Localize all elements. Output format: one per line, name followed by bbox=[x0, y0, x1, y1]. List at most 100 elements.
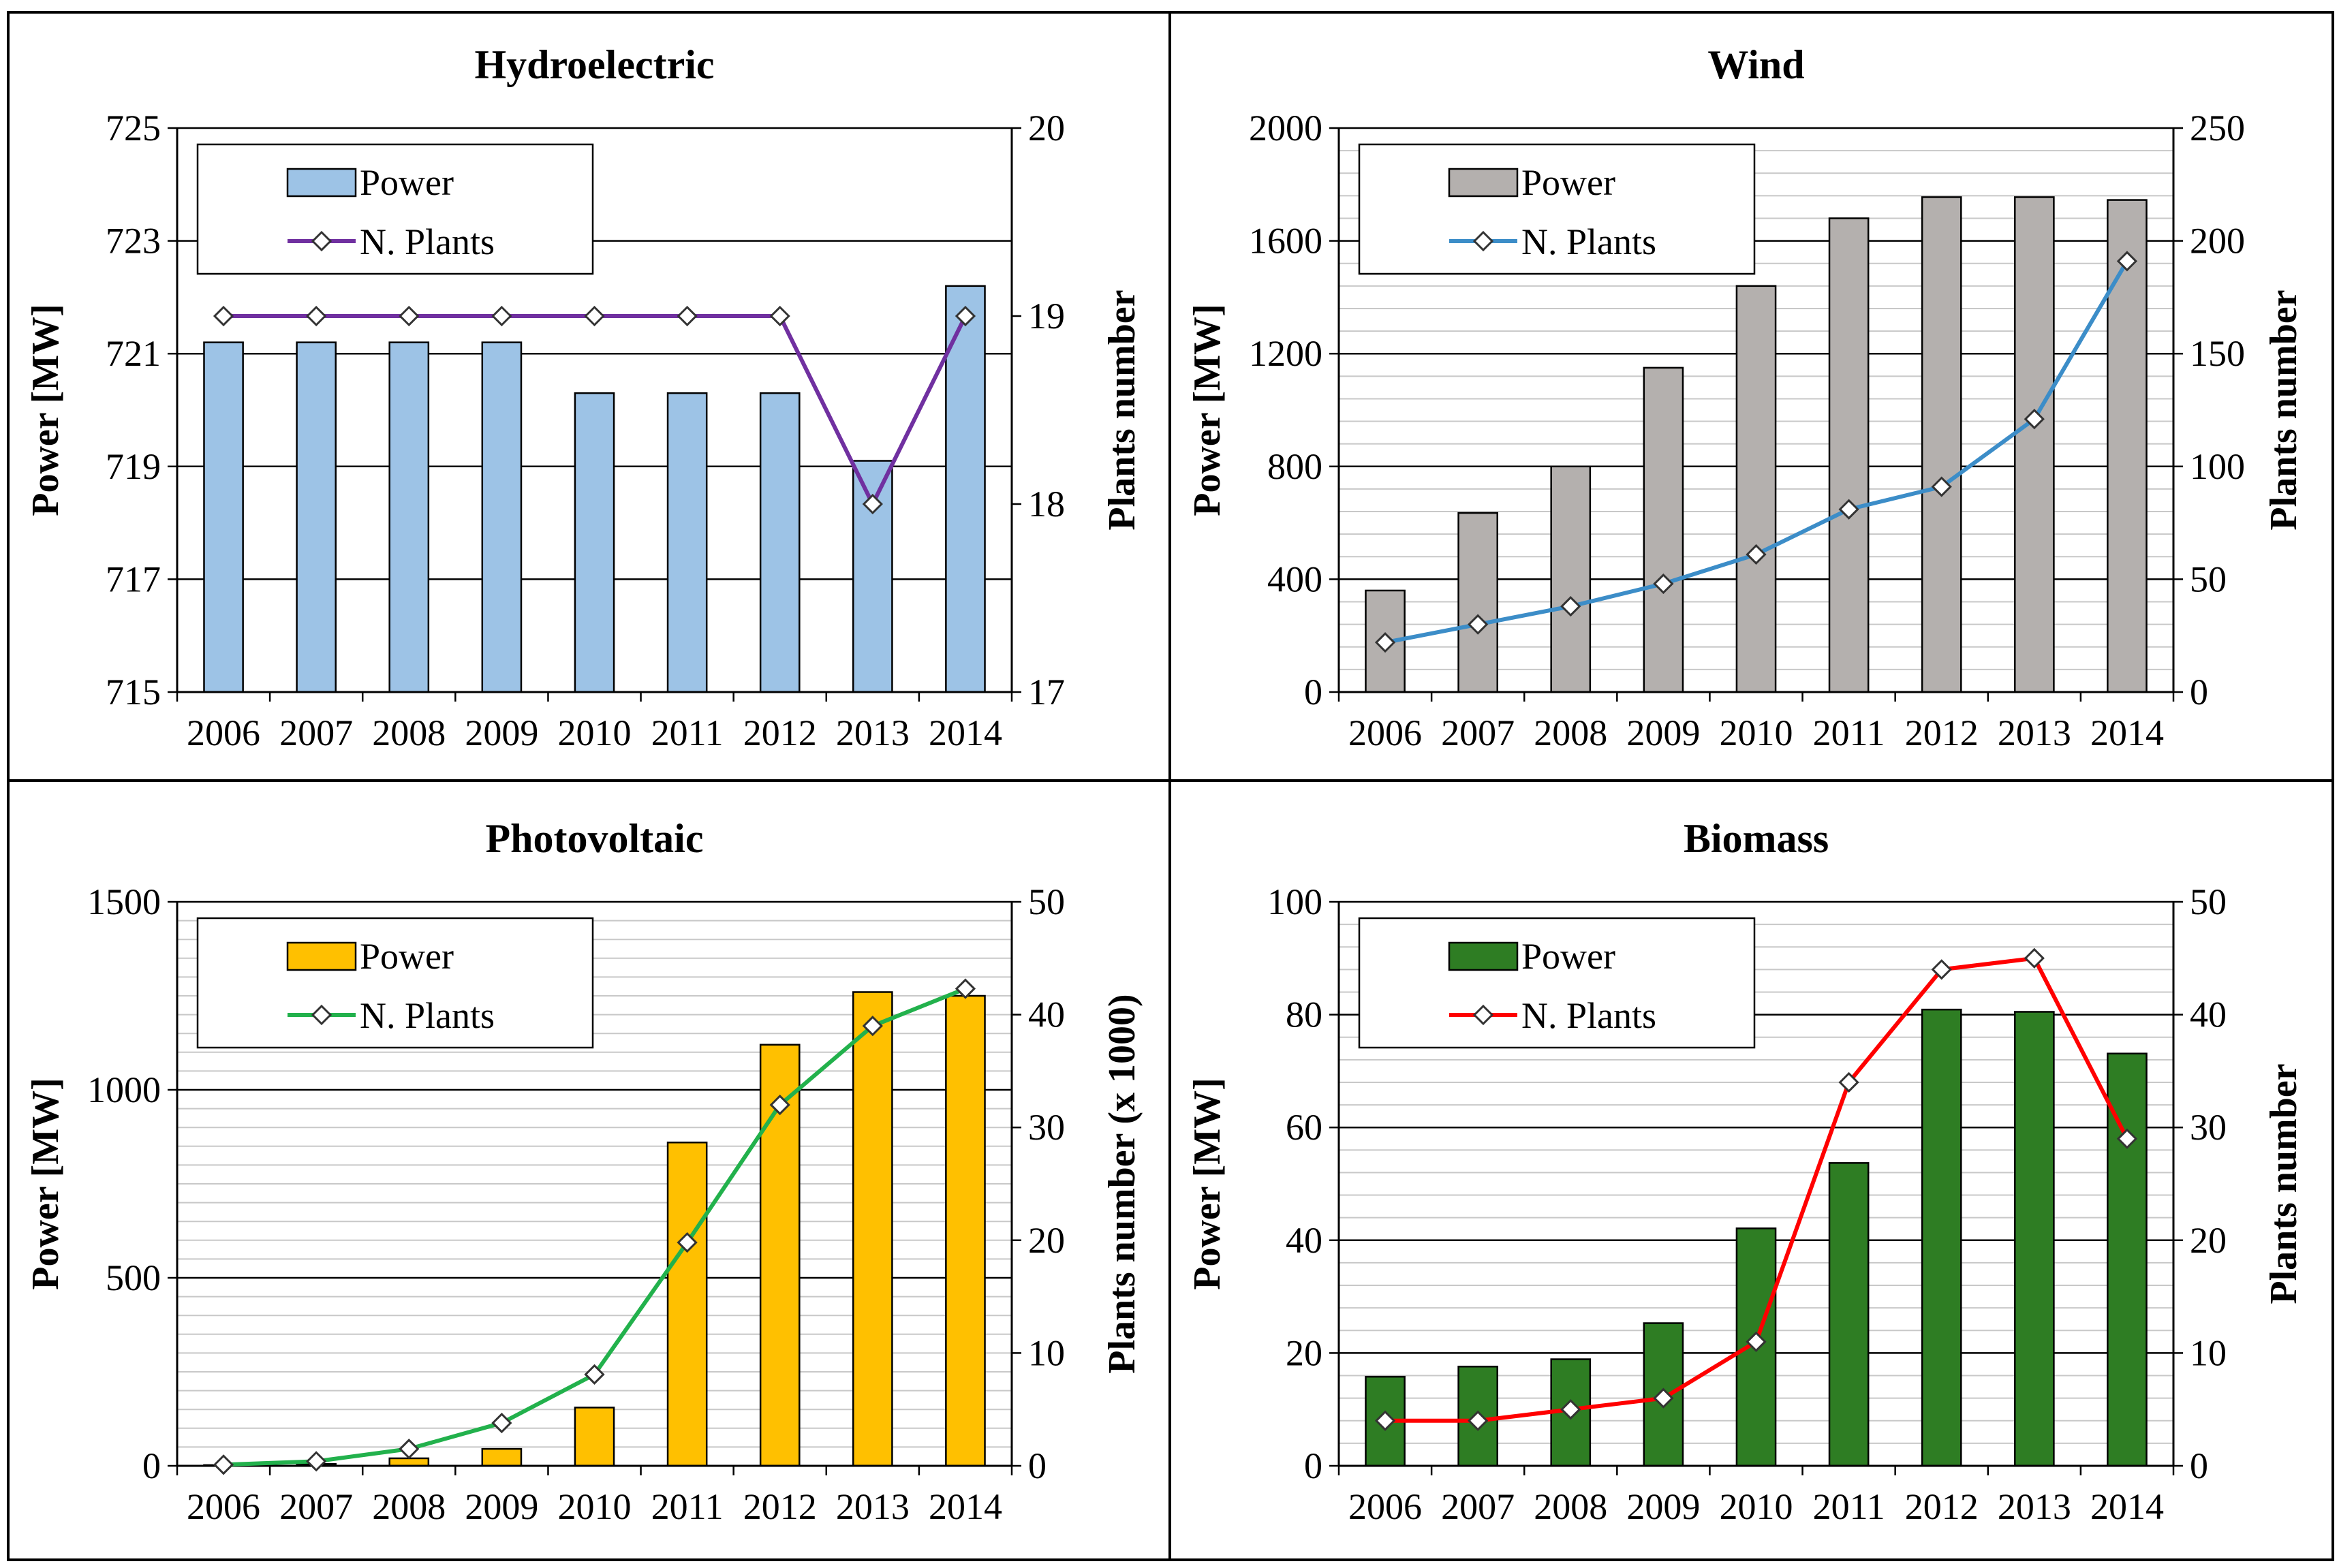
bar-2011 bbox=[666, 1142, 708, 1467]
y2-tick-label: 30 bbox=[1028, 1107, 1065, 1148]
y2-tick-label: 0 bbox=[2190, 672, 2208, 712]
y-tick-label: 719 bbox=[106, 446, 161, 487]
bar-2011 bbox=[1828, 1162, 1870, 1467]
point-2010 bbox=[1746, 544, 1767, 565]
x-tick-label: 2007 bbox=[279, 712, 353, 753]
x-tick-label: 2014 bbox=[2090, 1486, 2164, 1527]
y-tick-label: 40 bbox=[1286, 1220, 1322, 1261]
bar-2011 bbox=[666, 392, 708, 693]
y2-axis-label: Plants number (x 1000) bbox=[1101, 994, 1143, 1373]
y2-tick-label: 10 bbox=[1028, 1332, 1065, 1373]
chart-hydroelectric: Hydroelectric 715 717 719 721 723 725 17 18 19 20 2… bbox=[25, 42, 1143, 753]
x-tick-label: 2009 bbox=[1626, 1486, 1700, 1527]
legend: Power N. Plants bbox=[196, 143, 594, 275]
legend-marker bbox=[1472, 1004, 1494, 1026]
point-2011 bbox=[1838, 499, 1859, 520]
y2-tick-label: 40 bbox=[2190, 994, 2227, 1035]
y-tick-label: 0 bbox=[142, 1445, 161, 1486]
legend-label-n-plants: N. Plants bbox=[1521, 221, 1656, 262]
y-tick-label: 0 bbox=[1304, 1445, 1322, 1486]
legend-box bbox=[196, 143, 594, 275]
x-tick-label: 2011 bbox=[1813, 712, 1885, 753]
y2-axis-label: Plants number bbox=[2263, 1063, 2305, 1304]
chart-wind: Wind 0 400 800 1200 1600 2000 0 50 100 150 200 250 20… bbox=[1186, 42, 2305, 753]
legend-label-n-plants: N. Plants bbox=[360, 221, 495, 262]
x-tick-label: 2007 bbox=[1441, 1486, 1515, 1527]
y-tick-label: 717 bbox=[106, 559, 161, 599]
bar-2014 bbox=[2107, 1052, 2148, 1467]
point-2014 bbox=[955, 978, 976, 999]
x-tick-label: 2011 bbox=[651, 1486, 724, 1527]
bar-2012 bbox=[1921, 196, 1962, 693]
y2-tick-label: 20 bbox=[2190, 1220, 2227, 1261]
y2-tick-label: 250 bbox=[2190, 108, 2245, 148]
y-tick-label: 60 bbox=[1286, 1107, 1322, 1148]
x-tick-label: 2006 bbox=[1348, 1486, 1422, 1527]
x-tick-label: 2013 bbox=[836, 712, 910, 753]
y-tick-label: 80 bbox=[1286, 994, 1322, 1035]
legend-box bbox=[1358, 143, 1756, 275]
legend-label-n-plants: N. Plants bbox=[360, 995, 495, 1036]
y-tick-label: 1200 bbox=[1249, 333, 1322, 374]
chart-title: Photovoltaic bbox=[486, 816, 704, 861]
x-tick-label: 2011 bbox=[1813, 1486, 1885, 1527]
legend-box bbox=[196, 917, 594, 1049]
point-2011 bbox=[677, 1232, 698, 1253]
y2-tick-label: 50 bbox=[1028, 881, 1065, 922]
bar-2008 bbox=[388, 1457, 430, 1467]
bar-2012 bbox=[759, 392, 801, 693]
x-tick-label: 2012 bbox=[743, 712, 817, 753]
legend: Power N. Plants bbox=[1358, 917, 1756, 1049]
bar-2014 bbox=[2107, 199, 2148, 693]
bar-2012 bbox=[1921, 1008, 1962, 1467]
bar-2008 bbox=[388, 341, 430, 693]
point-2012 bbox=[1931, 476, 1952, 497]
point-2006 bbox=[213, 305, 234, 327]
point-2013 bbox=[2024, 409, 2045, 430]
y-tick-label: 800 bbox=[1267, 446, 1322, 487]
point-2013 bbox=[862, 1016, 883, 1037]
x-tick-label: 2009 bbox=[1626, 712, 1700, 753]
y-axis-label: Power [MW] bbox=[1186, 1078, 1228, 1290]
y-tick-label: 20 bbox=[1286, 1332, 1322, 1373]
x-tick-label: 2012 bbox=[1905, 1486, 1979, 1527]
point-2006 bbox=[1374, 1410, 1396, 1431]
y2-tick-label: 50 bbox=[2190, 881, 2227, 922]
x-tick-label: 2010 bbox=[1720, 1486, 1793, 1527]
point-2011 bbox=[1838, 1071, 1859, 1093]
y2-tick-label: 40 bbox=[1028, 994, 1065, 1035]
point-2012 bbox=[1931, 959, 1952, 980]
x-tick-label: 2007 bbox=[1441, 712, 1515, 753]
x-tick-label: 2014 bbox=[929, 1486, 1002, 1527]
point-2007 bbox=[306, 1451, 327, 1472]
y2-axis-label: Plants number bbox=[1101, 289, 1143, 530]
y-tick-label: 1600 bbox=[1249, 221, 1322, 262]
legend-label-power: Power bbox=[1521, 162, 1615, 203]
point-2007 bbox=[306, 305, 327, 327]
y-tick-label: 0 bbox=[1304, 672, 1322, 712]
point-2012 bbox=[769, 1094, 790, 1116]
point-2009 bbox=[1653, 1387, 1674, 1409]
bar-2013 bbox=[2014, 1011, 2055, 1467]
bar-2011 bbox=[1828, 217, 1870, 693]
x-tick-label: 2010 bbox=[558, 1486, 632, 1527]
legend-swatch-power bbox=[286, 941, 357, 971]
y-tick-label: 2000 bbox=[1249, 108, 1322, 148]
legend-swatch-power bbox=[286, 168, 357, 198]
bar-2010 bbox=[574, 392, 615, 693]
x-tick-label: 2007 bbox=[279, 1486, 353, 1527]
bar-2009 bbox=[481, 341, 523, 693]
x-tick-label: 2006 bbox=[187, 712, 260, 753]
y-tick-label: 400 bbox=[1267, 559, 1322, 599]
bar-2006 bbox=[203, 341, 244, 693]
point-2009 bbox=[1653, 573, 1674, 595]
y2-tick-label: 0 bbox=[1028, 1445, 1047, 1486]
x-tick-label: 2013 bbox=[1998, 1486, 2071, 1527]
x-tick-label: 2010 bbox=[1720, 712, 1793, 753]
bar-2007 bbox=[296, 341, 337, 693]
x-tick-label: 2011 bbox=[651, 712, 724, 753]
point-2010 bbox=[584, 305, 605, 327]
point-2009 bbox=[491, 305, 512, 327]
legend: Power N. Plants bbox=[1358, 143, 1756, 275]
